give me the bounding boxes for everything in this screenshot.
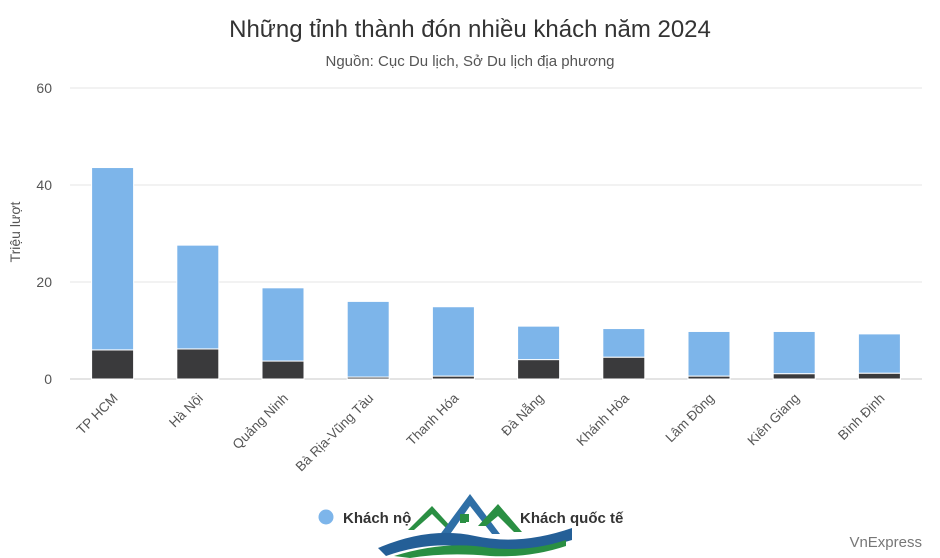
bar-segment-khach-noi (687, 330, 731, 377)
x-tick-label: Bà Rịa-Vũng Tàu (293, 391, 377, 475)
bar-segment-khach-noi (91, 167, 135, 351)
x-tick-label: Quảng Ninh (230, 391, 292, 453)
bar-segment-khach-quoc-te (602, 356, 646, 380)
watermark-logo (378, 494, 572, 558)
bar-segment-khach-quoc-te (772, 373, 816, 380)
bar-segment-khach-quoc-te (517, 359, 561, 380)
bar-segment-khach-noi (431, 306, 475, 377)
x-tick-label: Kiên Giang (744, 391, 802, 449)
legend-label-khach-noi: Khách nộ (343, 510, 411, 527)
y-axis-ticks: 0 20 40 60 (36, 80, 52, 387)
chart-title: Những tỉnh thành đón nhiều khách năm 202… (229, 16, 711, 43)
chart-subtitle: Nguồn: Cục Du lịch, Sở Du lịch địa phươn… (325, 53, 614, 70)
bar-segment-khach-noi (346, 300, 390, 378)
x-tick-label: Thanh Hóa (404, 390, 462, 448)
y-tick-label: 20 (36, 274, 52, 290)
bar-segment-khach-noi (772, 330, 816, 375)
y-tick-label: 0 (44, 371, 52, 387)
legend-marker-khach-noi (318, 509, 334, 525)
bar-segment-khach-quoc-te (176, 348, 220, 380)
bar-segment-khach-quoc-te (261, 360, 305, 380)
bar-segment-khach-noi (857, 333, 901, 374)
x-tick-label: Đà Nẵng (498, 391, 546, 439)
bar-segment-khach-quoc-te (857, 372, 901, 380)
legend: Khách nộ Khách quốc tế (318, 509, 624, 527)
bar-segment-khach-noi (517, 325, 561, 361)
x-axis-ticks: TP HCM Hà Nội Quảng Ninh Bà Rịa-Vũng Tàu Tha… (74, 390, 888, 474)
bars (91, 167, 901, 380)
bar-segment-khach-noi (261, 287, 305, 362)
x-tick-label: TP HCM (74, 391, 121, 438)
bar-segment-khach-noi (176, 244, 220, 350)
x-tick-label: Lâm Đồng (662, 391, 717, 446)
y-axis-label: Triệu lượt (7, 201, 23, 262)
x-tick-label: Khánh Hòa (574, 390, 633, 449)
credit-text: VnExpress (849, 534, 922, 551)
bar-segment-khach-noi (602, 328, 646, 358)
x-tick-label: Hà Nội (166, 391, 206, 431)
y-tick-label: 60 (36, 80, 52, 96)
y-tick-label: 40 (36, 177, 52, 193)
x-tick-label: Bình Định (835, 391, 888, 444)
bar-segment-khach-quoc-te (91, 349, 135, 380)
legend-label-khach-quoc-te: Khách quốc tế (520, 510, 624, 527)
